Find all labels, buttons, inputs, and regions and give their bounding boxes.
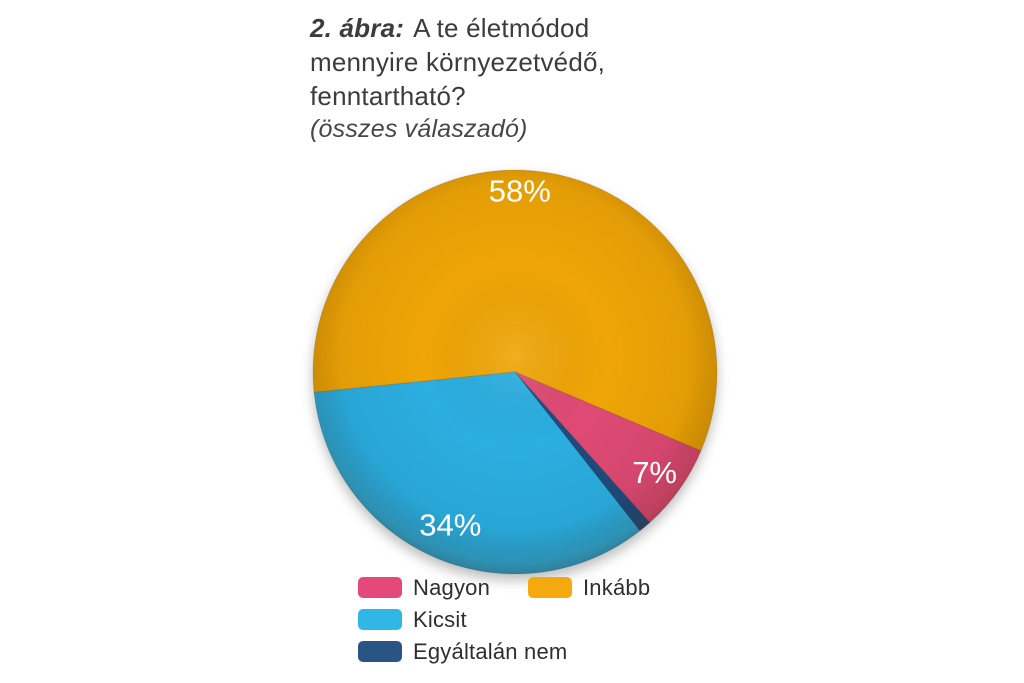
figure-subtitle: (összes válaszadó)	[310, 115, 528, 143]
legend-swatch-ink-bb	[528, 577, 572, 598]
legend-label-kicsit: Kicsit	[413, 606, 467, 632]
legend-swatch-kicsit	[358, 609, 402, 630]
figure-title: 2. ábra: A te életmódod mennyire környeze…	[310, 11, 658, 146]
legend-label-ink-bb: Inkább	[583, 574, 651, 600]
pie-slice-label-nagyon: 7%	[632, 455, 677, 490]
pie-slice-label-ink-bb: 58%	[489, 173, 551, 208]
pie-vignette-overlay	[313, 170, 717, 574]
pie-slice-label-kicsit: 34%	[419, 508, 481, 543]
pie-chart-area: 58% 7% 34%	[305, 162, 725, 582]
legend-item-ink-bb: Inkább	[528, 574, 651, 600]
legend-item-egy-ltal-n-nem: Egyáltalán nem	[358, 638, 650, 664]
legend: Nagyon Inkább Kicsit Egyáltalán nem	[358, 574, 651, 664]
legend-item-kicsit: Kicsit	[358, 606, 528, 632]
legend-label-egy-ltal-n-nem: Egyáltalán nem	[413, 638, 568, 664]
legend-label-nagyon: Nagyon	[413, 574, 491, 600]
figure-number: 2. ábra:	[310, 13, 405, 43]
legend-swatch-egy-ltal-n-nem	[358, 641, 402, 662]
legend-swatch-nagyon	[358, 577, 402, 598]
legend-item-nagyon: Nagyon	[358, 574, 528, 600]
pie-chart: 58% 7% 34%	[312, 169, 718, 575]
figure-title-text: A te életmódod mennyire környezetvédő, f…	[310, 13, 606, 111]
